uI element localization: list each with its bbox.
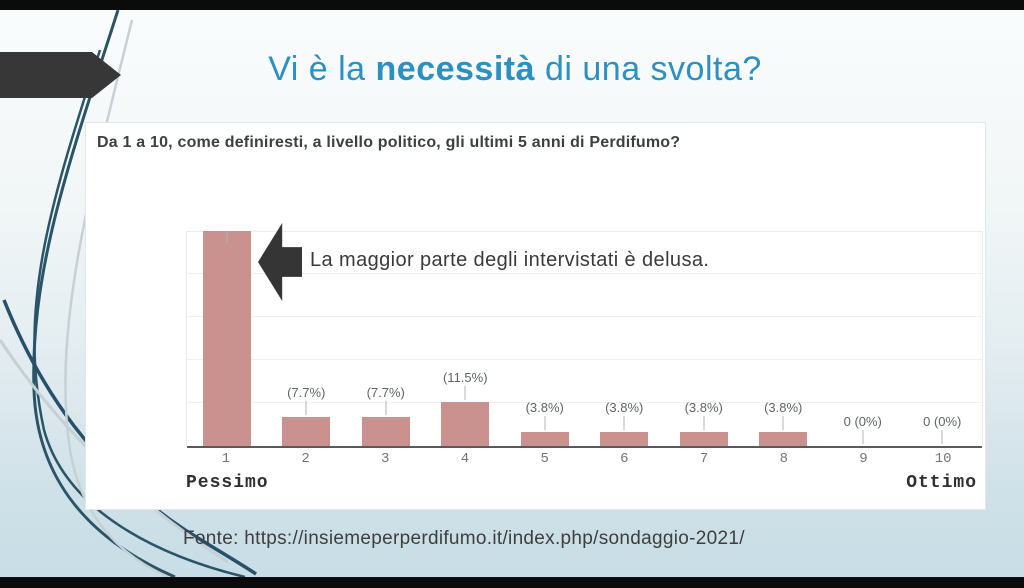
- x-tick-5: 5: [540, 451, 549, 467]
- title-arrow-shape: [0, 52, 121, 98]
- bar-4: [441, 402, 490, 446]
- bar-8: [759, 432, 808, 446]
- bar-slot-2: (7.7%): [267, 232, 347, 446]
- letterbox-top: [0, 0, 1024, 10]
- value-label-10: 0 (0%): [923, 414, 962, 429]
- bar-slot-6: (3.8%): [585, 232, 665, 446]
- title-bold-word: necessità: [375, 50, 536, 88]
- gridline: [187, 402, 982, 403]
- x-tick-3: 3: [381, 451, 390, 467]
- x-axis-line: [187, 446, 982, 448]
- x-tick-10: 10: [934, 451, 952, 467]
- gridline: [187, 316, 982, 317]
- bar-slot-10: 0 (0%): [903, 232, 983, 446]
- callout-tick-10: [941, 430, 943, 444]
- presentation-slide: Vi è la necessità di una svolta? Da 1 a …: [0, 10, 1024, 577]
- bar-1: [202, 231, 251, 446]
- callout-tick-5: [544, 416, 546, 430]
- value-label-7: (3.8%): [684, 400, 723, 415]
- letterbox-bottom: [0, 577, 1024, 588]
- x-tick-4: 4: [460, 451, 470, 467]
- callout-tick-2: [305, 401, 307, 415]
- annotation-text: La maggior parte degli intervistati è de…: [310, 249, 710, 271]
- bar-3: [361, 417, 410, 446]
- x-tick-2: 2: [301, 451, 310, 467]
- value-label-6: (3.8%): [605, 400, 644, 415]
- bar-slot-9: 0 (0%): [823, 232, 903, 446]
- axis-label-ottimo: Ottimo: [906, 473, 977, 493]
- callout-tick-3: [385, 401, 387, 415]
- callout-tick-6: [623, 416, 625, 430]
- bar-6: [600, 432, 649, 446]
- value-label-2: (7.7%): [287, 385, 326, 400]
- x-axis-ticks: 1 2 3 4 5 6 7 8 9 10: [186, 451, 983, 469]
- bar-slot-8: (3.8%): [744, 232, 824, 446]
- callout-tick-4: [464, 386, 466, 400]
- bar-slot-1: [187, 231, 267, 446]
- bar-5: [520, 432, 569, 446]
- bar-7: [679, 432, 728, 446]
- callout-tick-8: [782, 416, 784, 430]
- gridline: [187, 359, 982, 360]
- chart-card: Da 1 a 10, come definiresti, a livello p…: [85, 122, 986, 510]
- callout-tick-9: [862, 430, 864, 444]
- axis-label-pessimo: Pessimo: [186, 473, 269, 493]
- title-prefix: Vi è la: [268, 50, 376, 88]
- bar-slot-3: (7.7%): [346, 232, 426, 446]
- x-tick-8: 8: [779, 451, 788, 467]
- x-tick-9: 9: [859, 451, 868, 467]
- bar-slot-4: (11.5%): [426, 232, 506, 446]
- value-label-8: (3.8%): [764, 400, 803, 415]
- callout-tick-1: [226, 231, 228, 243]
- value-label-5: (3.8%): [525, 400, 564, 415]
- bar-slot-5: (3.8%): [505, 232, 585, 446]
- value-label-3: (7.7%): [366, 385, 405, 400]
- bar-2: [282, 417, 331, 446]
- callout-tick-7: [703, 416, 705, 430]
- page-title: Vi è la necessità di una svolta?: [130, 50, 900, 100]
- value-label-4: (11.5%): [442, 370, 488, 385]
- title-suffix: di una svolta?: [535, 50, 762, 88]
- bar-series: (7.7%) (7.7%) (11.5%) (3.8%) (3.8%) (3.8%) (3.…: [187, 231, 983, 446]
- value-label-9: 0 (0%): [843, 414, 882, 429]
- bar-chart-plot: (7.7%) (7.7%) (11.5%) (3.8%) (3.8%) (3.8%) (3.…: [186, 231, 983, 448]
- x-tick-6: 6: [620, 451, 629, 467]
- x-tick-1: 1: [221, 451, 231, 467]
- gridline: [187, 273, 982, 274]
- bar-slot-7: (3.8%): [664, 232, 744, 446]
- x-tick-7: 7: [699, 451, 709, 467]
- source-footer: Fonte: https://insiemeperperdifumo.it/in…: [183, 528, 745, 549]
- survey-question: Da 1 a 10, come definiresti, a livello p…: [97, 134, 681, 151]
